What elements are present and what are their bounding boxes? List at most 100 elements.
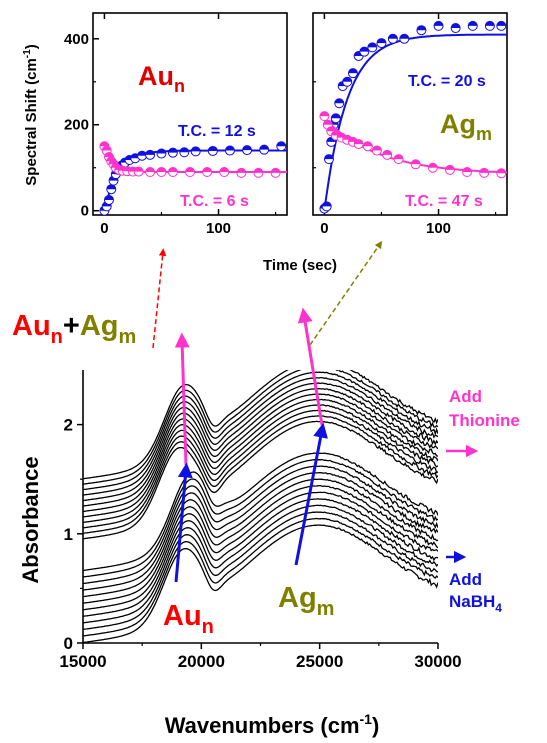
data-point-magenta: [270, 167, 281, 178]
data-point-blue: [334, 98, 345, 109]
point-fill: [372, 146, 382, 151]
spectrum-curve-thionine: [83, 376, 438, 496]
main-y-tick-label: 2: [64, 416, 73, 435]
spectrum-curve-thionine: [83, 370, 438, 485]
add-thionine-label: Add Thionine: [449, 387, 520, 430]
point-fill: [156, 149, 166, 154]
data-point-blue: [167, 147, 178, 158]
point-fill: [219, 167, 229, 173]
point-fill: [496, 21, 506, 26]
data-point-magenta: [202, 167, 213, 178]
data-point-magenta: [496, 168, 507, 179]
data-point-blue: [276, 141, 287, 152]
tc-au-magenta: T.C. = 6 s: [180, 193, 249, 210]
inset-x-tick-label: 100: [426, 220, 451, 237]
data-point-magenta: [219, 167, 230, 178]
point-fill: [376, 38, 386, 44]
point-fill: [104, 195, 114, 200]
point-fill: [434, 21, 444, 26]
data-point-magenta: [410, 159, 421, 170]
spectrum-curve-nabh4: [83, 484, 438, 604]
inset-y-tick-label: 0: [81, 203, 89, 220]
spectrum-curve-nabh4: [83, 478, 438, 598]
data-point-magenta: [156, 167, 167, 178]
inset-y-tick-label: 400: [64, 31, 89, 48]
au-peak-shift-arrow-nabh4: [174, 462, 193, 583]
data-point-blue: [450, 23, 461, 34]
spectrum-curve-thionine: [83, 398, 438, 518]
spectrum-curve-thionine: [83, 382, 438, 502]
point-fill: [451, 23, 461, 29]
point-fill: [179, 147, 189, 153]
data-point-magenta: [253, 167, 264, 178]
data-point-blue: [323, 154, 334, 165]
point-fill: [145, 167, 155, 173]
point-fill: [331, 113, 341, 119]
main-x-tick-label: 25000: [296, 652, 343, 671]
data-point-magenta: [371, 145, 382, 156]
point-fill: [271, 168, 281, 173]
data-point-blue: [376, 38, 387, 49]
data-point-blue: [330, 113, 341, 124]
main-x-axis-label: Wavenumbers (cm-1): [165, 711, 380, 738]
point-fill: [137, 151, 147, 156]
spectrum-curve-thionine: [83, 371, 438, 491]
point-fill: [168, 167, 178, 173]
point-fill: [242, 145, 252, 151]
data-point-blue: [242, 145, 253, 156]
ag-peak-shift-arrow-nabh4: [294, 422, 328, 566]
spectrum-curve-nabh4: [83, 491, 438, 611]
ag-main-label: Agm: [278, 582, 334, 620]
inset-left-panel: 0 100 0 200 400: [64, 12, 288, 237]
point-fill: [322, 201, 332, 207]
point-fill: [496, 168, 506, 174]
point-fill: [468, 21, 478, 26]
data-point-blue: [179, 147, 190, 158]
inset-right-panel: 0 100: [312, 12, 508, 237]
point-fill: [185, 167, 195, 173]
point-fill: [394, 154, 404, 160]
data-point-magenta: [462, 167, 473, 178]
point-fill: [462, 167, 472, 173]
spectrum-curve-nabh4: [83, 458, 438, 578]
main-x-tick-label: 30000: [414, 652, 461, 671]
main-y-axis-label: Absorbance: [18, 456, 43, 583]
au-peak-shift-arrow-thionine: [174, 332, 190, 466]
point-fill: [324, 154, 334, 160]
point-fill: [253, 168, 263, 173]
data-point-magenta: [444, 164, 455, 175]
spectrum-curve-nabh4: [83, 524, 438, 643]
spectrum-curve-nabh4: [83, 465, 438, 585]
point-fill: [323, 120, 333, 125]
data-point-magenta: [393, 154, 404, 165]
point-fill: [354, 139, 364, 145]
point-fill: [156, 167, 166, 173]
point-fill: [416, 25, 426, 31]
spectrum-curve-nabh4: [83, 517, 438, 637]
spectrum-curve-thionine: [83, 404, 438, 524]
main-x-tick-label: 20000: [178, 652, 225, 671]
spectrum-curve-nabh4: [83, 504, 438, 624]
data-point-blue: [367, 42, 378, 53]
data-point-magenta: [353, 139, 364, 150]
data-point-magenta: [382, 149, 393, 160]
point-fill: [319, 111, 329, 117]
point-fill: [191, 146, 201, 152]
ag-peak-shift-arrow-thionine: [297, 307, 324, 426]
inset-y-tick-label: 200: [64, 117, 89, 134]
point-fill: [485, 21, 495, 26]
tc-au-blue: T.C. = 12 s: [178, 123, 256, 140]
spectrum-curve-nabh4: [83, 472, 438, 591]
point-fill: [445, 165, 455, 170]
point-fill: [276, 141, 286, 147]
point-fill: [382, 150, 392, 155]
data-point-blue: [347, 68, 358, 79]
fit-curve-blue: [323, 33, 507, 211]
point-fill: [145, 150, 155, 155]
inset-x-axis-label: Time (sec): [263, 257, 337, 274]
data-point-magenta: [236, 167, 247, 178]
spectrum-curve-thionine: [83, 420, 438, 540]
data-point-blue: [224, 145, 235, 156]
data-point-blue: [342, 76, 353, 87]
inset-y-axis-label: Spectral Shift (cm-1): [22, 44, 40, 185]
